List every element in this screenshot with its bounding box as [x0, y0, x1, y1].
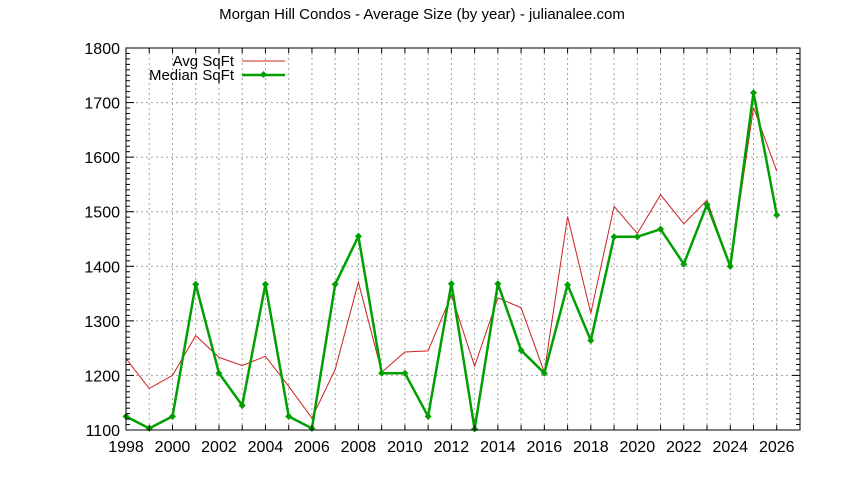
data-point-marker	[610, 233, 618, 241]
x-tick-label: 2000	[155, 439, 191, 456]
data-point-marker	[633, 233, 641, 241]
legend: Avg SqFt Median SqFt	[149, 53, 285, 84]
legend-marker-median	[259, 70, 268, 79]
data-point-marker	[215, 369, 223, 377]
y-tick-label: 1700	[84, 96, 120, 113]
y-tick-label: 1500	[84, 205, 120, 222]
data-point-marker	[494, 280, 502, 288]
series-lines	[122, 89, 781, 433]
grid-lines	[126, 48, 800, 430]
x-tick-label: 2002	[201, 439, 237, 456]
data-point-marker	[238, 401, 246, 409]
y-tick-label: 1300	[84, 314, 120, 331]
x-tick-label: 2010	[387, 439, 423, 456]
data-point-marker	[657, 225, 665, 233]
axis-ticks	[125, 47, 801, 431]
legend-label-median: Median SqFt	[149, 67, 235, 84]
y-tick-label: 1600	[84, 150, 120, 167]
legend-label-avg: Avg SqFt	[173, 53, 235, 70]
chart-title: Morgan Hill Condos - Average Size (by ye…	[219, 6, 625, 23]
data-point-marker	[680, 260, 688, 268]
y-tick-label: 1100	[86, 423, 121, 440]
x-tick-label: 2012	[434, 439, 470, 456]
x-tick-label: 2022	[666, 439, 702, 456]
x-tick-label: 2014	[480, 439, 516, 456]
data-point-marker	[773, 211, 781, 219]
data-point-marker	[703, 201, 711, 209]
x-tick-label: 2006	[294, 439, 330, 456]
data-point-marker	[726, 262, 734, 270]
series-line-0	[125, 107, 778, 419]
data-point-marker	[192, 280, 200, 288]
x-tick-label: 1998	[108, 439, 144, 456]
data-point-marker	[587, 336, 595, 345]
data-point-marker	[285, 412, 293, 420]
x-tick-label: 2018	[573, 439, 609, 456]
data-point-marker	[401, 369, 409, 377]
y-tick-label: 1400	[84, 259, 120, 276]
data-point-marker	[749, 89, 758, 97]
data-point-marker	[540, 369, 548, 377]
x-tick-label: 2016	[527, 439, 563, 456]
data-point-marker	[564, 281, 572, 289]
data-point-marker	[261, 280, 269, 288]
data-point-marker	[517, 346, 525, 354]
data-point-marker	[331, 280, 339, 288]
data-point-marker	[168, 412, 177, 420]
x-tick-label: 2024	[712, 439, 748, 456]
data-point-marker	[378, 369, 386, 377]
y-tick-label: 1800	[84, 41, 120, 58]
data-point-marker	[354, 232, 362, 240]
x-tick-label: 2020	[620, 439, 656, 456]
data-point-marker	[447, 280, 455, 288]
x-tick-label: 2008	[341, 439, 377, 456]
y-axis-labels: 1100 1200 1300 1400 1500 1600 1700 1800	[84, 41, 120, 440]
x-tick-label: 2004	[248, 439, 284, 456]
x-tick-label: 2026	[759, 439, 795, 456]
plot-frame	[125, 47, 801, 431]
y-tick-label: 1200	[84, 368, 120, 385]
x-axis-labels: 1998 2000 2002 2004 2006 2008 2010 2012 2014 2016…	[108, 439, 794, 456]
data-point-marker	[424, 412, 432, 420]
